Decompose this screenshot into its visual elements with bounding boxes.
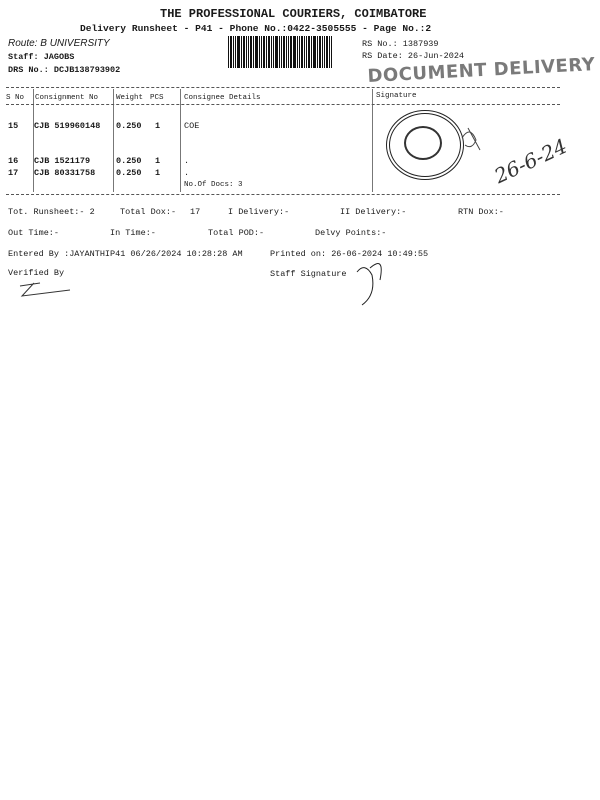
barcode-bar bbox=[235, 36, 236, 68]
barcode-bar bbox=[293, 36, 296, 68]
column-divider bbox=[113, 89, 114, 192]
entered-by: Entered By :JAYANTHIP41 06/26/2024 10:28… bbox=[8, 249, 243, 259]
barcode-bar bbox=[297, 36, 298, 68]
row-consignment: CJB 80331758 bbox=[34, 168, 96, 178]
barcode-bar bbox=[271, 36, 272, 68]
barcode-bar bbox=[233, 36, 234, 68]
barcode-bar bbox=[255, 36, 258, 68]
barcode-bar bbox=[275, 36, 278, 68]
barcode-bar bbox=[326, 36, 328, 68]
barcode-bar bbox=[322, 36, 323, 68]
rs-number: RS No.: 1387939 bbox=[362, 39, 439, 49]
barcode-bar bbox=[306, 36, 307, 68]
barcode-bar bbox=[288, 36, 289, 68]
divider bbox=[6, 104, 560, 105]
barcode-bar bbox=[319, 36, 321, 68]
drs-number: DRS No.: DCJB138793902 bbox=[8, 65, 121, 75]
barcode-bar bbox=[299, 36, 300, 68]
barcode-bar bbox=[281, 36, 282, 68]
receiver-signature bbox=[461, 127, 481, 151]
column-divider bbox=[180, 89, 181, 192]
total-dox: Total Dox:- bbox=[120, 207, 177, 217]
rs-date: RS Date: 26-Jun-2024 bbox=[362, 51, 465, 61]
row-consignee: . bbox=[184, 156, 190, 166]
barcode bbox=[228, 36, 352, 68]
divider bbox=[6, 87, 560, 88]
tot-runsheet: Tot. Runsheet:- 2 bbox=[8, 207, 95, 217]
barcode-bar bbox=[243, 36, 245, 68]
column-divider bbox=[33, 89, 34, 192]
barcode-bar bbox=[283, 36, 285, 68]
row-consignment: CJB 519960148 bbox=[34, 121, 101, 131]
verified-by: Verified By bbox=[8, 268, 65, 278]
col-pcs: PCS bbox=[150, 94, 164, 102]
col-sno: S No bbox=[6, 94, 25, 102]
route: Route: B UNIVERSITY bbox=[8, 38, 110, 49]
verifier-signature bbox=[19, 282, 71, 297]
column-divider bbox=[372, 89, 373, 192]
barcode-bar bbox=[329, 36, 330, 68]
row-weight: 0.250 bbox=[116, 168, 142, 178]
col-consignee: Consignee Details bbox=[184, 94, 261, 102]
in-time: In Time:- bbox=[110, 228, 156, 238]
barcode-bar bbox=[248, 36, 249, 68]
staff-signature bbox=[356, 263, 382, 306]
col-consignment: Consignment No bbox=[35, 94, 99, 102]
printed-on: Printed on: 26-06-2024 10:49:55 bbox=[270, 249, 429, 259]
barcode-bar bbox=[324, 36, 325, 68]
row-sno: 16 bbox=[8, 156, 19, 166]
barcode-bar bbox=[228, 36, 229, 68]
university-seal bbox=[386, 110, 464, 180]
barcode-bar bbox=[237, 36, 240, 68]
row-consignee: COE bbox=[184, 121, 200, 131]
barcode-bar bbox=[331, 36, 332, 68]
company-title: THE PROFESSIONAL COURIERS, COIMBATORE bbox=[160, 7, 427, 21]
delvy-points: Delvy Points:- bbox=[315, 228, 387, 238]
row-pcs: 1 bbox=[155, 156, 161, 166]
barcode-bar bbox=[241, 36, 242, 68]
barcode-bar bbox=[311, 36, 312, 68]
barcode-bar bbox=[279, 36, 280, 68]
row-pcs: 1 bbox=[155, 168, 161, 178]
barcode-bar bbox=[304, 36, 305, 68]
barcode-bar bbox=[308, 36, 310, 68]
barcode-bar bbox=[266, 36, 267, 68]
runsheet-subtitle: Delivery Runsheet - P41 - Phone No.:0422… bbox=[80, 23, 432, 34]
staff-signature-label: Staff Signature bbox=[270, 269, 347, 279]
barcode-bar bbox=[259, 36, 260, 68]
i-delivery: I Delivery:- bbox=[228, 207, 290, 217]
row-consignment: CJB 1521179 bbox=[34, 156, 91, 166]
col-weight: Weight bbox=[116, 94, 144, 102]
barcode-bar bbox=[290, 36, 292, 68]
row-weight: 0.250 bbox=[116, 121, 142, 131]
barcode-bar bbox=[263, 36, 265, 68]
row-weight: 0.250 bbox=[116, 156, 142, 166]
row-pcs: 1 bbox=[155, 121, 161, 131]
barcode-bar bbox=[286, 36, 287, 68]
col-signature: Signature bbox=[376, 92, 417, 100]
rtn-dox: RTN Dox:- bbox=[458, 207, 504, 217]
total-dox-value: 17 bbox=[190, 207, 201, 217]
barcode-bar bbox=[273, 36, 274, 68]
row-sno: 17 bbox=[8, 168, 19, 178]
barcode-bar bbox=[230, 36, 232, 68]
no-of-docs: No.Of Docs: 3 bbox=[184, 181, 243, 189]
total-pod: Total POD:- bbox=[208, 228, 265, 238]
barcode-bar bbox=[253, 36, 254, 68]
handwritten-signatures bbox=[19, 127, 481, 306]
row-sno: 15 bbox=[8, 121, 19, 131]
barcode-bar bbox=[301, 36, 303, 68]
barcode-bar bbox=[313, 36, 316, 68]
ii-delivery: II Delivery:- bbox=[340, 207, 407, 217]
staff: Staff: JAGOBS bbox=[8, 52, 75, 62]
row-consignee: . bbox=[184, 168, 190, 178]
barcode-bar bbox=[250, 36, 252, 68]
barcode-bar bbox=[317, 36, 318, 68]
out-time: Out Time:- bbox=[8, 228, 60, 238]
barcode-bar bbox=[261, 36, 262, 68]
barcode-bar bbox=[268, 36, 270, 68]
barcode-bar bbox=[246, 36, 247, 68]
divider bbox=[6, 194, 560, 195]
